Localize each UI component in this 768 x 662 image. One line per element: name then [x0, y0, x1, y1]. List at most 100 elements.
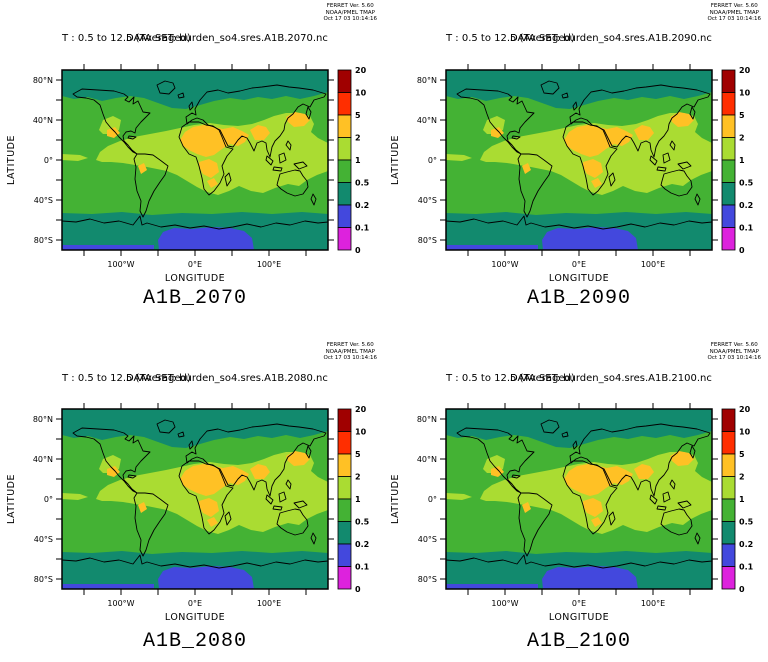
svg-text:5: 5	[739, 450, 745, 459]
longitude-axis-label: LONGITUDE	[549, 273, 609, 284]
svg-text:0°: 0°	[44, 156, 53, 165]
svg-text:80°N: 80°N	[417, 76, 437, 85]
svg-text:0.2: 0.2	[739, 201, 753, 210]
world-map	[61, 408, 329, 590]
svg-text:1: 1	[355, 495, 361, 504]
map-plot: 80°N 40°N 0° 40°S 80°S 100°W 0°E 100°E L…	[390, 64, 754, 284]
svg-text:100°E: 100°E	[641, 599, 665, 608]
panel-a1b-2070: FERRET Ver. 5.60 NOAA/PMEL TMAP Oct 17 0…	[0, 0, 384, 331]
svg-text:0: 0	[739, 246, 745, 255]
colorbar	[721, 69, 736, 251]
svg-text:0°E: 0°E	[188, 260, 202, 269]
svg-text:40°N: 40°N	[33, 116, 53, 125]
panel-a1b-2090: FERRET Ver. 5.60 NOAA/PMEL TMAP Oct 17 0…	[384, 0, 768, 331]
stamp-line-3: Oct 17 03 10:14:16	[323, 355, 377, 362]
plot-title: T : 0.5 to 12.5 (Averaged) DATA SET: bur…	[62, 373, 362, 387]
svg-text:2: 2	[739, 134, 745, 143]
svg-text:80°N: 80°N	[33, 415, 53, 424]
svg-text:0.5: 0.5	[739, 518, 754, 527]
svg-text:0.5: 0.5	[355, 179, 370, 188]
svg-text:0.2: 0.2	[739, 540, 753, 549]
svg-text:100°W: 100°W	[491, 599, 518, 608]
svg-text:0°E: 0°E	[572, 599, 586, 608]
svg-text:100°W: 100°W	[491, 260, 518, 269]
svg-text:20: 20	[355, 405, 367, 414]
colorbar-labels: 20 10 5 2 1 0.5 0.2 0.1 0	[739, 66, 754, 255]
stamp-line-3: Oct 17 03 10:14:16	[323, 16, 377, 23]
svg-text:0°: 0°	[44, 495, 53, 504]
svg-text:40°S: 40°S	[418, 535, 437, 544]
svg-text:100°E: 100°E	[257, 260, 281, 269]
y-axis-tick-labels: 80°N 40°N 0° 40°S 80°S	[33, 76, 53, 245]
svg-text:10: 10	[355, 428, 367, 437]
x-axis-tick-labels: 100°W 0°E 100°E	[491, 260, 665, 269]
svg-text:2: 2	[355, 473, 361, 482]
svg-text:40°S: 40°S	[34, 196, 53, 205]
svg-text:100°E: 100°E	[257, 599, 281, 608]
svg-text:0.1: 0.1	[355, 563, 370, 572]
ferret-version-stamp: FERRET Ver. 5.60 NOAA/PMEL TMAP Oct 17 0…	[324, 3, 377, 23]
svg-text:2: 2	[739, 473, 745, 482]
svg-text:2: 2	[355, 134, 361, 143]
time-range-title: T : 0.5 to 12.5 (Averaged)	[446, 373, 575, 384]
y-axis-tick-labels: 80°N 40°N 0° 40°S 80°S	[33, 415, 53, 584]
x-axis-tick-labels: 100°W 0°E 100°E	[107, 599, 281, 608]
latitude-axis-label: LATITUDE	[6, 135, 17, 185]
colorbar-labels: 20 10 5 2 1 0.5 0.2 0.1 0	[355, 405, 370, 594]
dataset-title: DATA SET: burden_so4.sres.A1B.2080.nc	[126, 373, 328, 384]
svg-text:0°: 0°	[428, 156, 437, 165]
svg-text:1: 1	[355, 156, 361, 165]
world-map	[445, 408, 713, 590]
latitude-axis-label: LATITUDE	[390, 474, 401, 524]
y-axis-tick-labels: 80°N 40°N 0° 40°S 80°S	[417, 76, 437, 245]
svg-text:0: 0	[355, 246, 361, 255]
svg-text:0: 0	[739, 585, 745, 594]
world-map	[61, 69, 329, 251]
panel-label: A1B_2070	[142, 287, 247, 310]
colorbar-labels: 20 10 5 2 1 0.5 0.2 0.1 0	[355, 66, 370, 255]
svg-text:80°S: 80°S	[34, 236, 53, 245]
svg-text:40°S: 40°S	[418, 196, 437, 205]
svg-text:20: 20	[355, 66, 367, 75]
svg-text:5: 5	[739, 111, 745, 120]
svg-text:10: 10	[739, 428, 751, 437]
panel-label: A1B_2080	[142, 630, 247, 653]
svg-text:0.5: 0.5	[355, 518, 370, 527]
stamp-line-3: Oct 17 03 10:14:16	[707, 355, 761, 362]
svg-text:0°: 0°	[428, 495, 437, 504]
stamp-line-2: NOAA/PMEL TMAP	[709, 9, 759, 16]
latitude-axis-label: LATITUDE	[390, 135, 401, 185]
svg-text:40°N: 40°N	[33, 455, 53, 464]
colorbar	[337, 69, 352, 251]
svg-text:1: 1	[739, 156, 745, 165]
y-axis-tick-labels: 80°N 40°N 0° 40°S 80°S	[417, 415, 437, 584]
svg-text:100°E: 100°E	[641, 260, 665, 269]
map-plot: 80°N 40°N 0° 40°S 80°S 100°W 0°E 100°E L…	[6, 64, 370, 284]
svg-text:80°S: 80°S	[34, 575, 53, 584]
colorbar	[337, 408, 352, 590]
stamp-line-1: FERRET Ver. 5.60	[326, 342, 374, 348]
svg-text:0.1: 0.1	[355, 224, 370, 233]
svg-text:0.1: 0.1	[739, 563, 754, 572]
time-range-title: T : 0.5 to 12.5 (Averaged)	[446, 33, 575, 44]
svg-text:0°E: 0°E	[572, 260, 586, 269]
panel-label: A1B_2090	[526, 287, 631, 310]
ferret-version-stamp: FERRET Ver. 5.60 NOAA/PMEL TMAP Oct 17 0…	[324, 342, 377, 362]
panel-a1b-2100: FERRET Ver. 5.60 NOAA/PMEL TMAP Oct 17 0…	[384, 330, 768, 661]
svg-text:0.1: 0.1	[739, 224, 754, 233]
longitude-axis-label: LONGITUDE	[549, 612, 609, 623]
svg-text:80°S: 80°S	[418, 236, 437, 245]
plot-title: T : 0.5 to 12.5 (Averaged) DATA SET: bur…	[446, 373, 746, 387]
latitude-axis-label: LATITUDE	[6, 474, 17, 524]
dataset-title: DATA SET: burden_so4.sres.A1B.2100.nc	[510, 373, 712, 384]
longitude-axis-label: LONGITUDE	[165, 612, 225, 623]
ferret-version-stamp: FERRET Ver. 5.60 NOAA/PMEL TMAP Oct 17 0…	[708, 342, 761, 362]
x-axis-tick-labels: 100°W 0°E 100°E	[491, 599, 665, 608]
panel-label: A1B_2100	[526, 630, 631, 653]
svg-text:10: 10	[739, 89, 751, 98]
longitude-axis-label: LONGITUDE	[165, 273, 225, 284]
axis-ticks	[440, 64, 718, 256]
svg-text:0°E: 0°E	[188, 599, 202, 608]
axis-ticks	[440, 403, 718, 595]
plot-title: T : 0.5 to 12.5 (Averaged) DATA SET: bur…	[62, 33, 362, 47]
